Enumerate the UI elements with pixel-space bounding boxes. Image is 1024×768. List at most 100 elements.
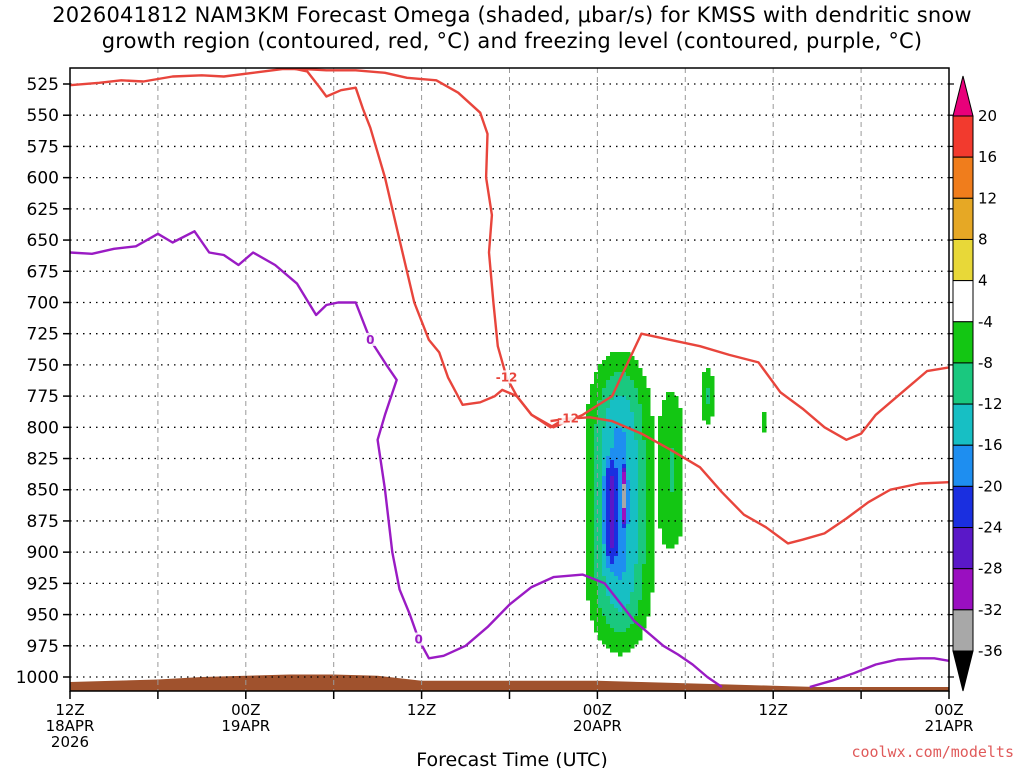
omega-cell <box>706 408 711 413</box>
omega-cell <box>642 440 647 445</box>
omega-cell <box>590 528 595 533</box>
omega-cell <box>666 528 671 533</box>
omega-cell <box>658 416 663 421</box>
omega-cell <box>606 380 611 385</box>
omega-cell <box>626 436 631 441</box>
omega-cell <box>594 396 599 401</box>
omega-cell <box>650 584 655 589</box>
omega-cell <box>650 524 655 529</box>
omega-cell <box>618 484 623 489</box>
omega-cell <box>706 416 711 421</box>
omega-cell <box>634 628 639 633</box>
omega-cell <box>642 568 647 573</box>
omega-cell <box>634 440 639 445</box>
omega-cell <box>626 556 631 561</box>
omega-cell <box>594 456 599 461</box>
omega-cell <box>638 596 643 601</box>
omega-cell <box>590 596 595 601</box>
omega-cell <box>630 524 635 529</box>
omega-cell <box>594 372 599 377</box>
omega-cell <box>706 404 711 409</box>
omega-cell <box>670 436 675 441</box>
omega-cell <box>622 572 627 577</box>
omega-cell <box>642 460 647 465</box>
omega-cell <box>610 472 615 477</box>
credit-link[interactable]: coolwx.com/modelts <box>851 743 1014 761</box>
omega-cell <box>590 616 595 621</box>
omega-cell <box>598 492 603 497</box>
omega-cell <box>618 536 623 541</box>
omega-cell <box>598 448 603 453</box>
omega-cell <box>614 400 619 405</box>
omega-cell <box>606 440 611 445</box>
omega-cell <box>666 520 671 525</box>
omega-cell <box>662 456 667 461</box>
omega-cell <box>678 448 683 453</box>
omega-cell <box>622 548 627 553</box>
omega-cell <box>634 516 639 521</box>
omega-cell <box>630 600 635 605</box>
omega-cell <box>598 632 603 637</box>
omega-cell <box>626 408 631 413</box>
omega-cell <box>634 624 639 629</box>
omega-cell <box>602 600 607 605</box>
omega-cell <box>634 568 639 573</box>
omega-cell <box>614 604 619 609</box>
omega-cell <box>614 424 619 429</box>
omega-cell <box>594 556 599 561</box>
omega-cell <box>662 516 667 521</box>
omega-cell <box>614 380 619 385</box>
omega-cell <box>602 604 607 609</box>
omega-cell <box>630 412 635 417</box>
omega-cell <box>646 496 651 501</box>
omega-cell <box>674 516 679 521</box>
omega-cell <box>590 572 595 577</box>
omega-cell <box>638 448 643 453</box>
omega-cell <box>638 444 643 449</box>
omega-cell <box>590 580 595 585</box>
omega-cell <box>642 484 647 489</box>
colorbar-label: -24 <box>978 519 1003 537</box>
omega-cell <box>610 616 615 621</box>
omega-cell <box>662 508 667 513</box>
colorbar-swatch <box>952 197 974 240</box>
omega-cell <box>606 604 611 609</box>
omega-cell <box>642 548 647 553</box>
omega-cell <box>662 464 667 469</box>
omega-cell <box>670 496 675 501</box>
omega-cell <box>602 588 607 593</box>
omega-cell <box>586 536 591 541</box>
omega-cell <box>658 500 663 505</box>
omega-cell <box>614 412 619 417</box>
omega-cell <box>594 620 599 625</box>
omega-cell <box>614 364 619 369</box>
omega-cell <box>658 516 663 521</box>
omega-cell <box>658 524 663 529</box>
omega-cell <box>602 384 607 389</box>
omega-cell <box>614 508 619 513</box>
omega-cell <box>650 448 655 453</box>
omega-cell <box>670 540 675 545</box>
omega-cell <box>646 456 651 461</box>
omega-cell <box>586 496 591 501</box>
omega-cell <box>638 608 643 613</box>
omega-cell <box>650 452 655 457</box>
omega-cell <box>634 520 639 525</box>
y-tick-label: 650 <box>27 231 59 251</box>
omega-cell <box>622 568 627 573</box>
omega-cell <box>662 440 667 445</box>
omega-cell <box>614 472 619 477</box>
omega-cell <box>594 452 599 457</box>
omega-cell <box>610 596 615 601</box>
omega-cell <box>642 544 647 549</box>
y-tick-label: 525 <box>27 75 59 95</box>
omega-cell <box>594 504 599 509</box>
omega-cell <box>586 456 591 461</box>
omega-cell <box>674 468 679 473</box>
omega-cell <box>638 400 643 405</box>
omega-cell <box>606 616 611 621</box>
omega-cell <box>674 440 679 445</box>
omega-cell <box>610 380 615 385</box>
omega-cell <box>674 464 679 469</box>
omega-cell <box>638 372 643 377</box>
